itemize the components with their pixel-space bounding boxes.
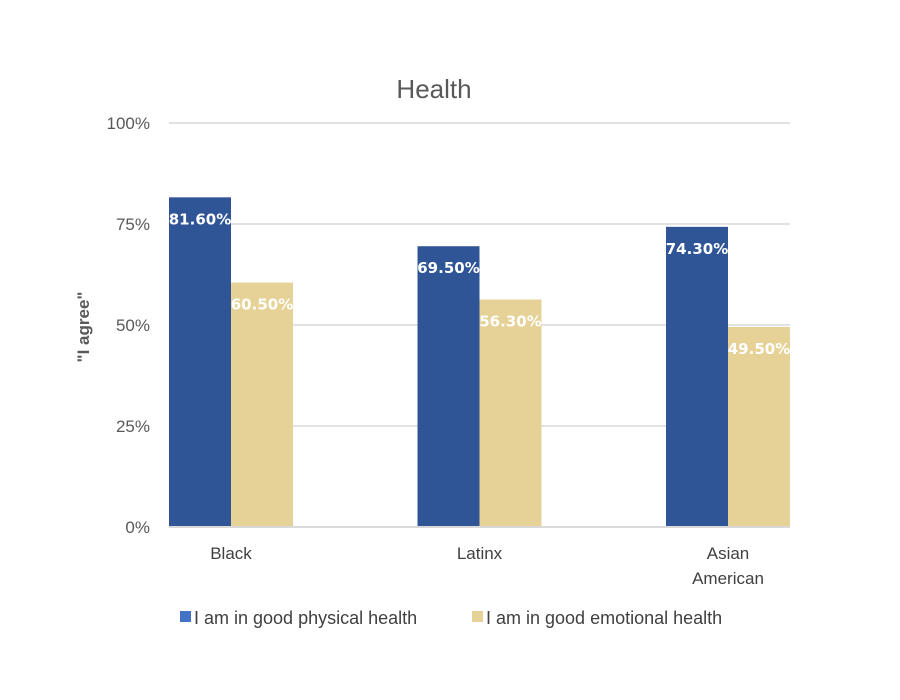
category-labels: Black Latinx Asian American: [210, 544, 764, 588]
legend-item: I am in good physical health: [180, 608, 417, 628]
y-tick-label: 100%: [107, 114, 150, 133]
y-tick-label: 50%: [116, 316, 150, 335]
legend-label: I am in good physical health: [194, 608, 417, 628]
y-tick-label: 25%: [116, 417, 150, 436]
category-label: Latinx: [457, 544, 503, 563]
y-axis-ticks: 0% 25% 50% 75% 100%: [107, 114, 150, 537]
bars: [169, 197, 790, 527]
y-tick-label: 75%: [116, 215, 150, 234]
data-label: 81.60%: [169, 210, 231, 228]
bar: [231, 282, 293, 527]
data-label: 49.50%: [728, 340, 790, 358]
category-label: Asian American: [692, 544, 764, 588]
data-label: 60.50%: [231, 296, 293, 314]
legend-item: I am in good emotional health: [472, 608, 722, 628]
data-label: 56.30%: [479, 313, 541, 331]
category-label: Black: [210, 544, 252, 563]
bar: [169, 197, 231, 527]
legend-label: I am in good emotional health: [486, 608, 722, 628]
chart-title: Health: [396, 74, 471, 104]
data-label: 74.30%: [666, 240, 728, 258]
legend-swatch: [472, 611, 483, 622]
bar: [479, 299, 542, 527]
data-labels: 81.60% 60.50% 69.50% 56.30% 74.30% 49.50%: [169, 210, 790, 358]
y-axis-label: "I agree": [74, 292, 93, 363]
data-label: 69.50%: [417, 259, 479, 277]
bar: [666, 226, 728, 527]
legend-swatch: [180, 611, 191, 622]
bar: [728, 327, 790, 527]
bar: [417, 246, 480, 527]
legend: I am in good physical health I am in good…: [180, 608, 722, 628]
y-tick-label: 0%: [125, 518, 150, 537]
